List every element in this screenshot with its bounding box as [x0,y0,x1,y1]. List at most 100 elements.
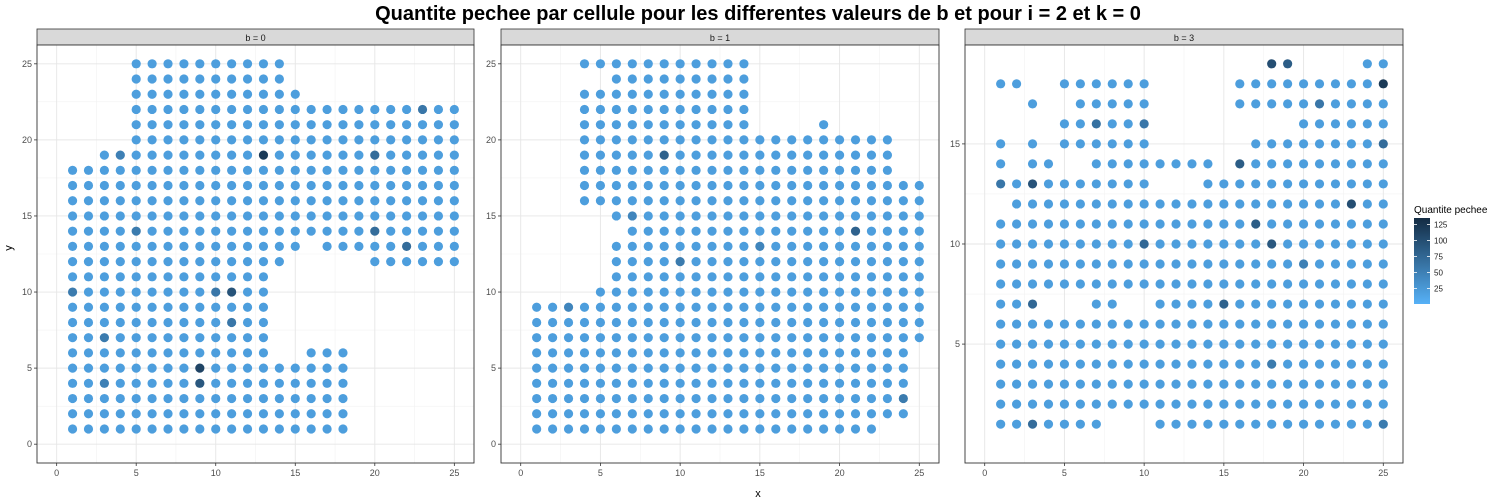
data-point [1251,359,1261,369]
data-point [147,241,157,251]
data-point [147,104,157,115]
data-point [675,287,685,297]
data-point [866,196,877,206]
data-point [1235,319,1245,329]
data-point [595,317,606,328]
data-point [433,104,444,115]
data-point [1075,99,1085,109]
data-point [195,333,205,343]
data-point [707,104,717,115]
data-point [659,135,669,145]
data-point [771,302,781,312]
data-point [1283,259,1293,269]
data-point [659,409,669,419]
data-point [338,363,348,373]
data-point [866,257,877,267]
data-point [675,226,685,236]
data-point [627,165,637,175]
data-point [627,333,637,343]
data-point [67,333,78,343]
data-point [258,150,269,160]
data-point [449,196,459,206]
data-point [866,424,877,434]
panel-border [500,44,940,464]
data-point [675,135,685,145]
data-point [322,241,332,251]
data-point [290,241,300,251]
data-point [1219,419,1229,429]
data-point [211,363,221,373]
data-point [819,241,829,251]
data-point [402,120,412,130]
data-point [227,272,237,282]
data-point [242,120,253,130]
data-point [787,241,797,251]
data-point [1314,119,1325,129]
data-point [739,302,749,312]
data-point [691,180,701,191]
data-point [834,165,845,175]
data-point [227,241,237,251]
data-point [834,257,845,267]
data-point [996,259,1006,269]
data-point [850,241,861,251]
data-point [563,393,574,404]
data-point [195,120,205,130]
data-point [1059,199,1070,209]
data-point [1378,119,1388,129]
data-point [131,120,141,130]
data-point [1123,219,1133,229]
data-point [627,226,637,236]
data-point [99,317,109,328]
data-point [1187,239,1197,249]
data-point [547,317,558,328]
data-point [433,150,444,160]
data-point [449,211,459,221]
data-point [819,317,829,328]
data-point [227,74,237,84]
data-point [227,287,237,297]
data-point [1139,219,1149,229]
y-tick-label: 0 [491,439,496,449]
data-point [1346,399,1357,409]
data-point [1298,79,1309,89]
data-point [1251,79,1261,89]
data-point [131,89,141,99]
data-point [131,378,141,388]
data-point [1059,259,1070,269]
data-point [723,226,733,236]
data-point [99,409,109,419]
data-point [147,317,157,328]
data-point [659,196,669,206]
data-point [771,378,781,388]
data-point [898,196,908,206]
data-point [691,59,701,69]
data-point [1123,139,1133,149]
data-point [147,348,157,358]
data-point [258,333,269,343]
data-point [691,74,701,84]
data-point [1139,139,1149,149]
data-point [1251,259,1261,269]
data-point [1059,379,1070,389]
data-point [1346,239,1357,249]
data-point [1043,339,1054,349]
data-point [322,165,332,175]
data-point [242,180,253,191]
data-point [131,363,141,373]
data-point [195,135,205,145]
data-point [1187,379,1197,389]
data-point [691,272,701,282]
data-point [691,226,701,236]
data-point [1187,159,1197,169]
data-point [1203,179,1213,189]
data-point [882,363,893,373]
data-point [882,135,893,145]
y-tick-label: 15 [486,211,496,221]
data-point [882,333,893,343]
data-point [866,363,877,373]
data-point [402,241,412,251]
data-point [834,317,845,328]
data-point [675,257,685,267]
data-point [258,104,269,115]
